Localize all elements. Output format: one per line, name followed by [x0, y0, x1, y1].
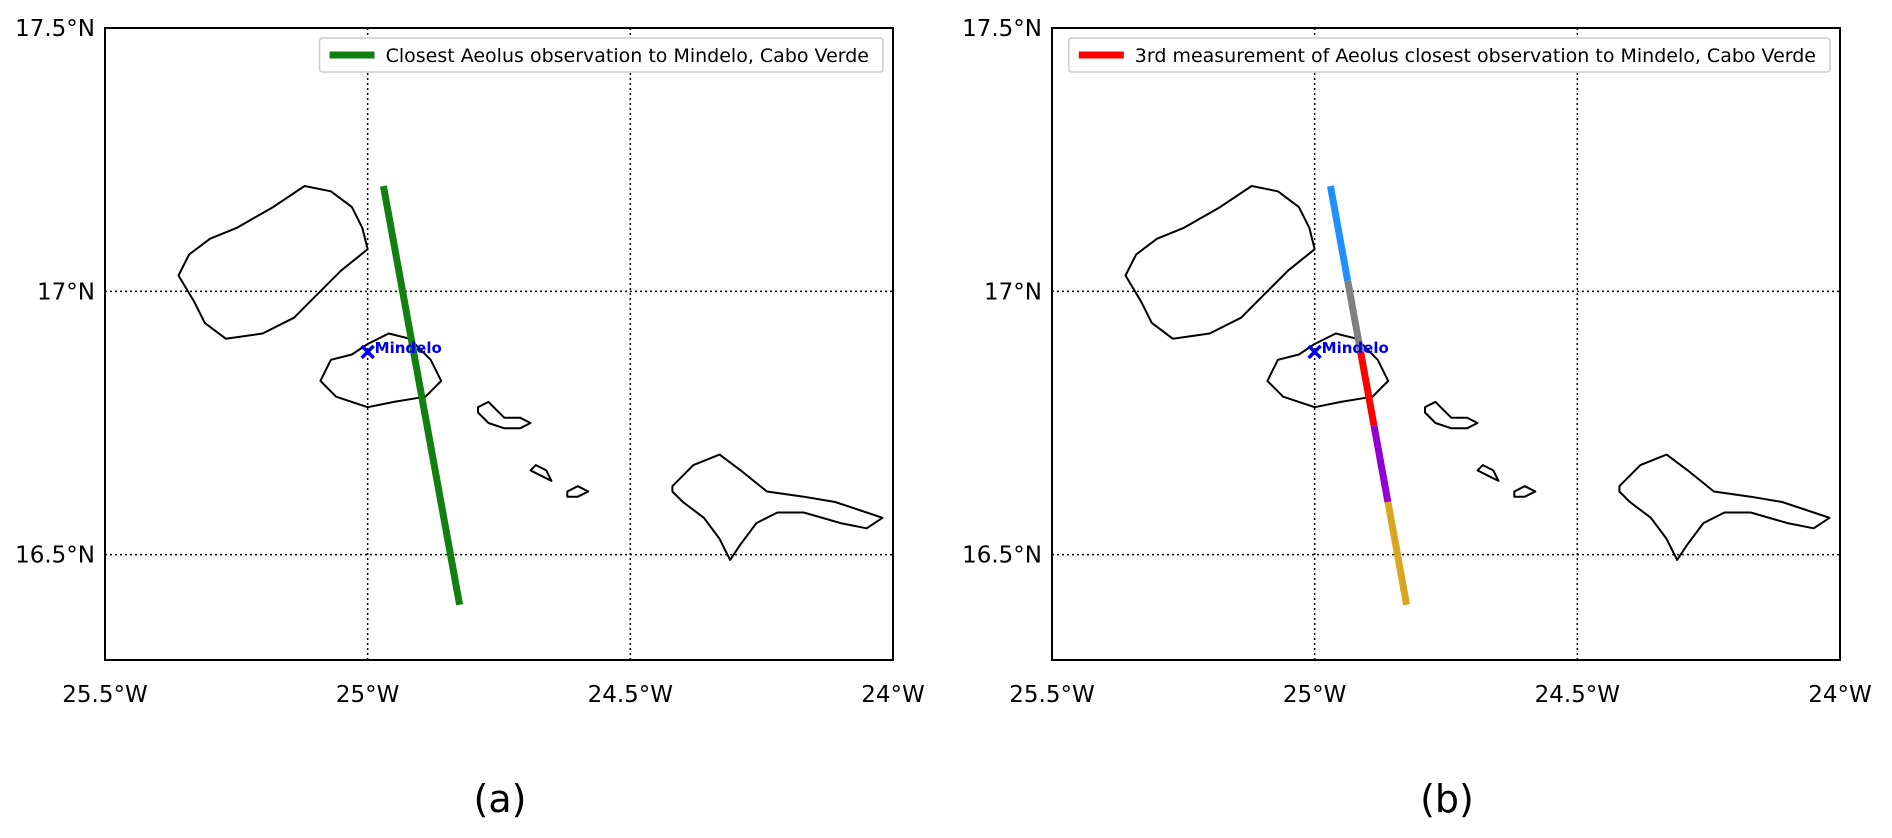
panel-b-caption: (b)	[1420, 777, 1474, 821]
x-tick-label: 25.5°W	[62, 682, 147, 708]
legend-box	[318, 37, 884, 73]
city-label: Mindelo	[375, 339, 442, 357]
y-tick-label: 16.5°N	[962, 543, 1042, 569]
x-tick-label: 24°W	[861, 682, 925, 708]
island-outline	[566, 485, 590, 498]
x-tick-label: 24.5°W	[588, 682, 673, 708]
panel-a-caption: (a)	[474, 777, 527, 821]
y-tick-label: 16.5°N	[15, 543, 95, 569]
island-outline	[477, 400, 532, 430]
city-label: Mindelo	[1322, 339, 1389, 357]
legend-box	[1068, 37, 1831, 73]
island-outline	[1266, 332, 1390, 409]
island-outline	[319, 332, 443, 409]
aeolus-track-segment	[1344, 280, 1365, 353]
aeolus-track-segment	[1357, 351, 1378, 427]
island-outline	[1476, 464, 1500, 482]
island-outline	[529, 464, 553, 482]
x-tick-label: 25.5°W	[1009, 682, 1094, 708]
legend: Closest Aeolus observation to Mindelo, C…	[318, 37, 884, 73]
island-outline	[671, 453, 884, 561]
aeolus-track-segment	[1370, 425, 1392, 503]
legend-label: Closest Aeolus observation to Mindelo, C…	[386, 45, 869, 67]
map-frame	[104, 27, 894, 661]
island-outline	[1124, 185, 1316, 340]
map-frame	[1051, 27, 1841, 661]
y-tick-label: 17°N	[984, 279, 1042, 305]
x-tick-label: 24.5°W	[1535, 682, 1620, 708]
aeolus-track	[379, 185, 464, 606]
y-tick-label: 17.5°N	[962, 16, 1042, 42]
island-outline	[177, 185, 369, 340]
island-outline	[1424, 400, 1479, 430]
x-tick-label: 24°W	[1808, 682, 1872, 708]
island-outline	[1618, 453, 1831, 561]
x-tick-label: 25°W	[1283, 682, 1347, 708]
panel-a-map: 25.5°W 25°W 24.5°W 24°W 16.5°N 17°N 17.5°N Mind…	[15, 16, 925, 708]
city-marker	[360, 344, 375, 360]
city-marker	[1307, 344, 1322, 360]
legend-label: 3rd measurement of Aeolus closest observ…	[1135, 45, 1816, 67]
legend: 3rd measurement of Aeolus closest observ…	[1068, 37, 1831, 73]
y-tick-label: 17.5°N	[15, 16, 95, 42]
x-tick-label: 25°W	[336, 682, 400, 708]
panel-b-map: 25.5°W 25°W 24.5°W 24°W 16.5°N 17°N 17.5°N Mind…	[962, 16, 1872, 708]
island-outline	[1513, 485, 1537, 498]
y-tick-label: 17°N	[37, 279, 95, 305]
aeolus-track-segment	[1384, 501, 1411, 606]
aeolus-track-segment	[1326, 185, 1352, 282]
